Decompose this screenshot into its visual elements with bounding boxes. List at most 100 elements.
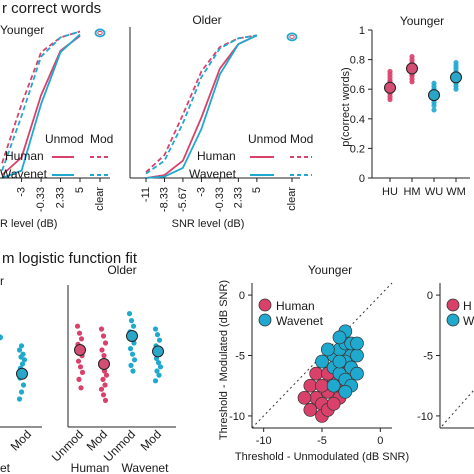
data-points xyxy=(0,334,28,402)
clear-marker xyxy=(94,28,106,38)
legend-header-mod: Mod xyxy=(290,132,313,146)
x-tick-label: 5 xyxy=(74,187,86,193)
data-point xyxy=(100,376,106,382)
data-points xyxy=(297,324,364,423)
legend: Human Wavenet xyxy=(258,298,324,328)
category-label-mod: Mod xyxy=(8,427,34,453)
y-ticks: 0 0.2 0.4 0.6 0.8 1 xyxy=(350,25,372,185)
group-label-human: Human xyxy=(71,461,110,474)
data-point xyxy=(20,351,26,357)
panel-title: Younger xyxy=(400,14,444,28)
mean-marker xyxy=(16,367,28,380)
x-tick-label: 5 xyxy=(251,187,263,193)
series-line-3 xyxy=(145,34,258,175)
data-point xyxy=(79,369,86,375)
data-point-wavenet xyxy=(338,384,353,399)
data-point xyxy=(157,364,164,370)
data-point xyxy=(100,333,107,339)
series-line-2 xyxy=(1,33,81,179)
legend-label-w: W xyxy=(463,314,474,328)
legend-header-unmod: Unmod xyxy=(45,132,84,146)
data-point xyxy=(74,323,81,329)
legend-label-wavenet: Wavenet xyxy=(276,314,324,328)
clear-marker-human xyxy=(97,30,103,36)
data-point xyxy=(18,343,25,349)
x-axis-label: SNR level (dB) xyxy=(172,218,245,230)
mean-marker xyxy=(384,81,396,94)
legend-label-human: Human xyxy=(276,299,315,313)
y-tick-label: -5 xyxy=(423,351,433,363)
data-points xyxy=(74,311,164,403)
category-label: Unmod xyxy=(49,427,86,464)
data-point xyxy=(78,385,84,391)
x-tick-label: -5.67 xyxy=(177,187,189,212)
series-lines xyxy=(1,30,81,179)
data-point xyxy=(409,54,415,60)
data-point xyxy=(18,389,25,395)
group-label-fragment: et xyxy=(0,461,11,474)
panel-pcorrect-younger: Younger p(correct words) 00.20.40.60.81 … xyxy=(340,14,470,198)
category-label: Mod xyxy=(138,427,164,453)
x-tick-label: 2.33 xyxy=(232,187,244,208)
legend-label-wavenet: Wavenet xyxy=(189,167,237,181)
x-tick-label: -0.33 xyxy=(214,187,226,212)
data-point xyxy=(98,386,105,392)
x-tick-label: -10 xyxy=(256,435,272,447)
x-ticks: -3 -0.33 2.33 5 clear xyxy=(16,178,106,212)
data-point xyxy=(129,351,136,357)
data-point xyxy=(99,347,105,353)
panel-title: Younger xyxy=(308,263,352,277)
data-point-wavenet xyxy=(326,378,341,393)
x-tick-label: HM xyxy=(403,186,420,198)
y-tick-label: 0.2 xyxy=(350,143,365,155)
data-point xyxy=(152,378,159,384)
y-tick-label: 0 xyxy=(239,290,245,302)
data-point xyxy=(453,59,459,66)
mean-marker-cropped xyxy=(0,334,3,341)
x-axis-label: Threshold - Unmodulated (dB SNR) xyxy=(235,451,409,463)
legend-marker-wavenet xyxy=(446,313,460,327)
legend-marker-human xyxy=(446,298,460,312)
data-point-wavenet xyxy=(332,330,347,345)
y-tick-label: 1 xyxy=(359,25,365,37)
data-point xyxy=(155,360,162,366)
data-point xyxy=(126,311,133,317)
group-label-wavenet: Wavenet xyxy=(122,461,170,474)
x-tick-label: -8.33 xyxy=(159,187,171,212)
data-point xyxy=(76,330,83,336)
x-tick-label: WU xyxy=(425,186,443,198)
data-point xyxy=(128,362,134,368)
y-tick-label: -10 xyxy=(417,411,433,423)
data-point xyxy=(127,346,134,352)
mean-marker xyxy=(406,62,418,75)
data-point-wavenet xyxy=(320,342,335,357)
legend-marker-human xyxy=(258,298,272,312)
data-point xyxy=(21,357,28,363)
data-point xyxy=(387,68,393,75)
y-tick-label: 0 xyxy=(359,173,365,185)
legend-label-human: Human xyxy=(5,149,44,163)
data-point-wavenet xyxy=(350,348,364,363)
data-point-human xyxy=(326,396,341,411)
panel-title: Older xyxy=(192,13,221,27)
y-axis-label: p(correct words) xyxy=(340,67,352,146)
x-tick-label: -5 xyxy=(317,435,327,447)
y-tick-label: 0.8 xyxy=(350,55,365,67)
mean-marker xyxy=(428,89,440,102)
data-point xyxy=(16,396,23,402)
series-line-1 xyxy=(145,34,258,173)
data-point xyxy=(98,326,105,332)
series-line-3 xyxy=(1,30,81,171)
data-point xyxy=(75,358,82,364)
mean-marker xyxy=(98,358,110,370)
x-tick-label: -3 xyxy=(195,187,207,197)
data-point-human xyxy=(303,403,318,417)
x-tick-label: 2.33 xyxy=(55,187,67,208)
y-tick-label: 0.6 xyxy=(350,84,365,96)
panel-title: Older xyxy=(107,263,136,277)
panel-title: Younger xyxy=(0,23,44,37)
legend-label-wavenet: Wavenet xyxy=(0,167,48,181)
heading-bottom: m logistic function fit xyxy=(2,250,138,267)
